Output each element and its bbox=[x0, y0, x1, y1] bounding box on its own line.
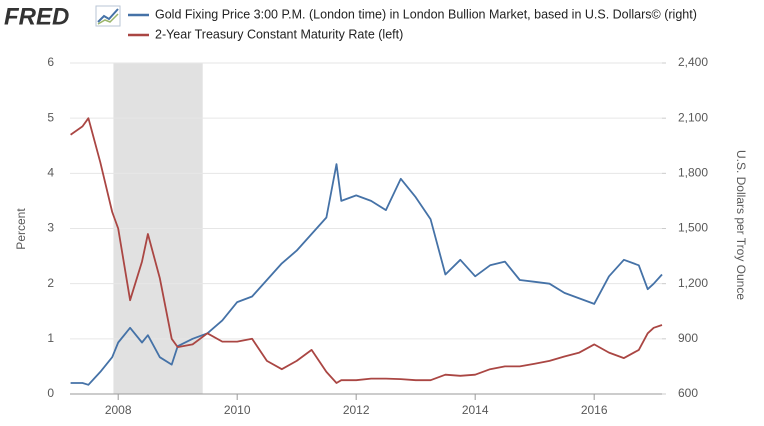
y2-tick-label: 1,500 bbox=[678, 221, 708, 235]
y2-axis-title: U.S. Dollars per Troy Ounce bbox=[734, 150, 748, 300]
y-tick-label: 3 bbox=[47, 221, 54, 235]
y2-tick-label: 1,200 bbox=[678, 276, 708, 290]
y-tick-label: 2 bbox=[47, 276, 54, 290]
logo-icon bbox=[95, 5, 121, 27]
legend-label: Gold Fixing Price 3:00 P.M. (London time… bbox=[155, 7, 697, 21]
logo: FRED bbox=[4, 3, 69, 30]
y2-tick-label: 2,100 bbox=[678, 110, 708, 124]
series-line bbox=[70, 163, 663, 386]
y2-tick-label: 900 bbox=[678, 331, 698, 345]
y-tick-label: 0 bbox=[47, 386, 54, 400]
y2-tick-label: 1,800 bbox=[678, 166, 708, 180]
y-tick-label: 4 bbox=[47, 166, 54, 180]
y-tick-label: 6 bbox=[47, 55, 54, 69]
y-axis-title: Percent bbox=[14, 208, 28, 250]
x-tick-label: 2014 bbox=[462, 403, 489, 417]
y2-tick-label: 600 bbox=[678, 386, 698, 400]
legend-label: 2-Year Treasury Constant Maturity Rate (… bbox=[155, 27, 403, 41]
x-tick-label: 2012 bbox=[343, 403, 370, 417]
y-tick-label: 1 bbox=[47, 331, 54, 345]
y-tick-label: 5 bbox=[47, 110, 54, 124]
series-line bbox=[70, 117, 663, 384]
x-tick-label: 2008 bbox=[105, 403, 132, 417]
x-tick-label: 2016 bbox=[581, 403, 608, 417]
y2-tick-label: 2,400 bbox=[678, 55, 708, 69]
x-tick-label: 2010 bbox=[224, 403, 251, 417]
